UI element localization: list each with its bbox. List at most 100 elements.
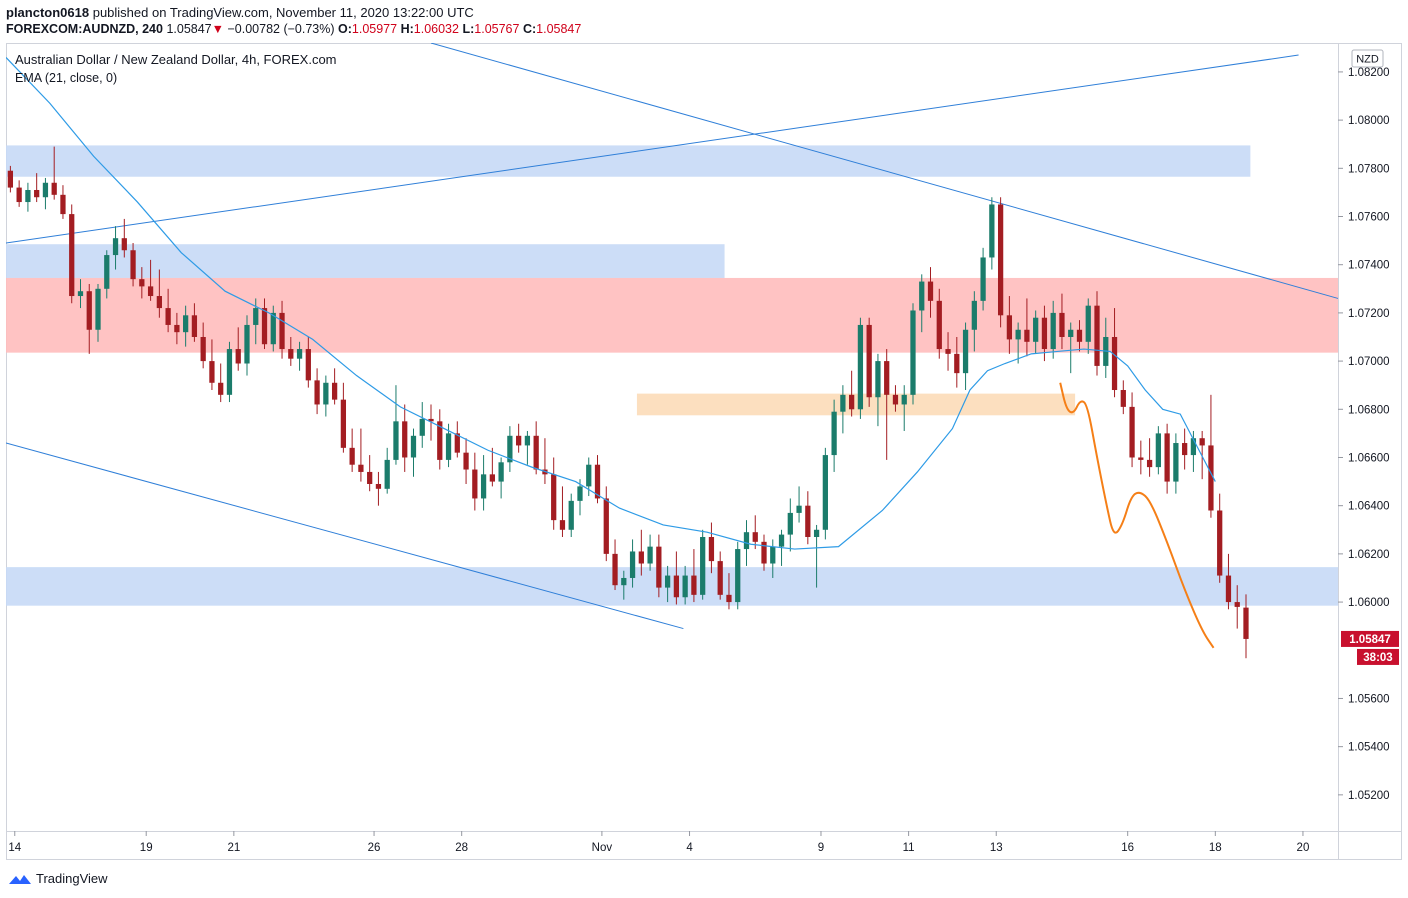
candle-body-64 (568, 500, 574, 530)
low-label: L: (462, 22, 475, 36)
candle-body-136 (1199, 438, 1205, 446)
candle-body-129 (1138, 457, 1144, 460)
candle-body-8 (77, 291, 84, 297)
time-axis[interactable]: 14 19 21 26 28 Nov 4 9 11 13 16 18 20 (8, 831, 1309, 854)
candle-body-104 (919, 281, 925, 311)
candle-body-21 (191, 315, 198, 337)
footer-brand[interactable]: TradingView (36, 871, 108, 886)
candle-body-13 (121, 238, 127, 251)
chart-container[interactable]: 1.08200 1.08000 1.07800 1.07600 1.07400 1.072… (5, 42, 1402, 860)
y-tick-label-0: 1.08200 (1348, 67, 1390, 79)
candle-body-4 (42, 182, 49, 198)
candle-body-99 (875, 361, 881, 398)
candle-body-113 (997, 204, 1004, 316)
candle-body-57 (507, 435, 513, 463)
y-tick-label-5: 1.07200 (1348, 308, 1390, 320)
tradingview-logo-icon[interactable] (8, 872, 32, 886)
price-axis[interactable]: 1.08200 1.08000 1.07800 1.07600 1.07400 1.072… (1338, 67, 1390, 802)
y-tick-label-13: 1.05400 (1348, 742, 1390, 754)
candle-body-75 (664, 575, 671, 588)
candle-body-9 (86, 291, 92, 330)
candle-body-44 (393, 421, 399, 460)
open-label: O: (338, 22, 352, 36)
candle-body-7 (69, 214, 75, 297)
currency-badge: NZD (1356, 54, 1379, 66)
candle-body-74 (656, 546, 662, 588)
price-chart[interactable]: 1.08200 1.08000 1.07800 1.07600 1.07400 1.072… (5, 42, 1402, 860)
ema-line (5, 57, 1216, 550)
candle-body-100 (884, 361, 890, 395)
candle-body-116 (1024, 329, 1030, 342)
candle-body-18 (165, 308, 171, 325)
candle-body-37 (331, 382, 338, 400)
candle-body-43 (384, 459, 390, 489)
candle-body-80 (708, 537, 715, 562)
candle-body-133 (1173, 443, 1179, 482)
publish-info: plancton0618 published on TradingView.co… (6, 5, 474, 20)
candle-body-119 (1050, 312, 1056, 350)
candle-body-89 (787, 512, 793, 535)
candle-body-103 (910, 310, 916, 395)
y-tick-label-14: 1.05200 (1348, 790, 1390, 802)
y-tick-label-3: 1.07600 (1348, 212, 1390, 224)
candle-body-122 (1076, 329, 1083, 342)
candle-body-108 (954, 353, 960, 374)
candle-body-24 (218, 382, 224, 395)
candle-body-53 (472, 469, 478, 499)
candle-body-111 (980, 257, 986, 301)
candle-body-36 (323, 382, 329, 405)
candle-body-30 (270, 312, 276, 345)
candle-body-70 (621, 577, 627, 586)
x-tick-label-6: 4 (686, 842, 693, 854)
last-price-label: 1.05847 (1349, 634, 1391, 646)
footer: TradingView (8, 871, 108, 886)
candle-body-11 (104, 255, 110, 289)
candle-body-71 (629, 551, 636, 578)
indicator-layer (5, 57, 1216, 649)
y-tick-label-11: 1.06000 (1348, 597, 1390, 609)
candle-body-15 (139, 279, 145, 287)
y-tick-label-7: 1.06800 (1348, 404, 1390, 416)
candle-body-87 (770, 546, 776, 564)
publisher-name[interactable]: plancton0618 (6, 5, 90, 20)
candle-body-127 (1120, 390, 1126, 407)
candle-body-83 (735, 549, 741, 603)
low-value: 1.05767 (474, 22, 520, 36)
open-value: 1.05977 (351, 22, 398, 36)
candle-body-110 (971, 300, 977, 330)
candle-body-82 (726, 594, 732, 603)
candle-body-66 (586, 464, 592, 487)
last-price-text: 1.05847 (166, 22, 212, 36)
candle-body-85 (752, 532, 758, 542)
candle-body-45 (402, 421, 408, 458)
candle-body-17 (156, 296, 162, 309)
zone-blue-4 (6, 567, 1338, 606)
candle-body-32 (288, 349, 294, 359)
x-tick-label-9: 13 (990, 842, 1003, 854)
candle-body-38 (340, 399, 347, 448)
candle-body-79 (700, 537, 706, 595)
candle-body-121 (1068, 329, 1074, 337)
trendlines-layer (5, 42, 1339, 630)
candle-body-47 (419, 418, 425, 436)
candle-body-96 (849, 394, 855, 410)
candle-body-12 (112, 238, 119, 256)
trendline-1 (430, 42, 1339, 299)
x-tick-label-4: 28 (455, 842, 468, 854)
candle-body-91 (805, 505, 811, 538)
candle-body-23 (209, 361, 215, 383)
candle-body-88 (778, 534, 785, 547)
candle-body-105 (927, 281, 934, 301)
candle-body-86 (761, 541, 767, 564)
countdown-bg (1357, 648, 1399, 665)
candle-body-3 (34, 189, 40, 198)
currency-badge-box[interactable] (1351, 49, 1384, 68)
trendline-0 (5, 54, 1299, 244)
candle-body-54 (480, 474, 487, 499)
y-tick-label-4: 1.07400 (1348, 260, 1390, 272)
candle-body-59 (524, 435, 531, 446)
candle-body-60 (533, 435, 539, 470)
x-tick-label-8: 11 (903, 842, 915, 854)
candle-body-5 (51, 182, 57, 195)
x-tick-label-12: 20 (1297, 842, 1310, 854)
